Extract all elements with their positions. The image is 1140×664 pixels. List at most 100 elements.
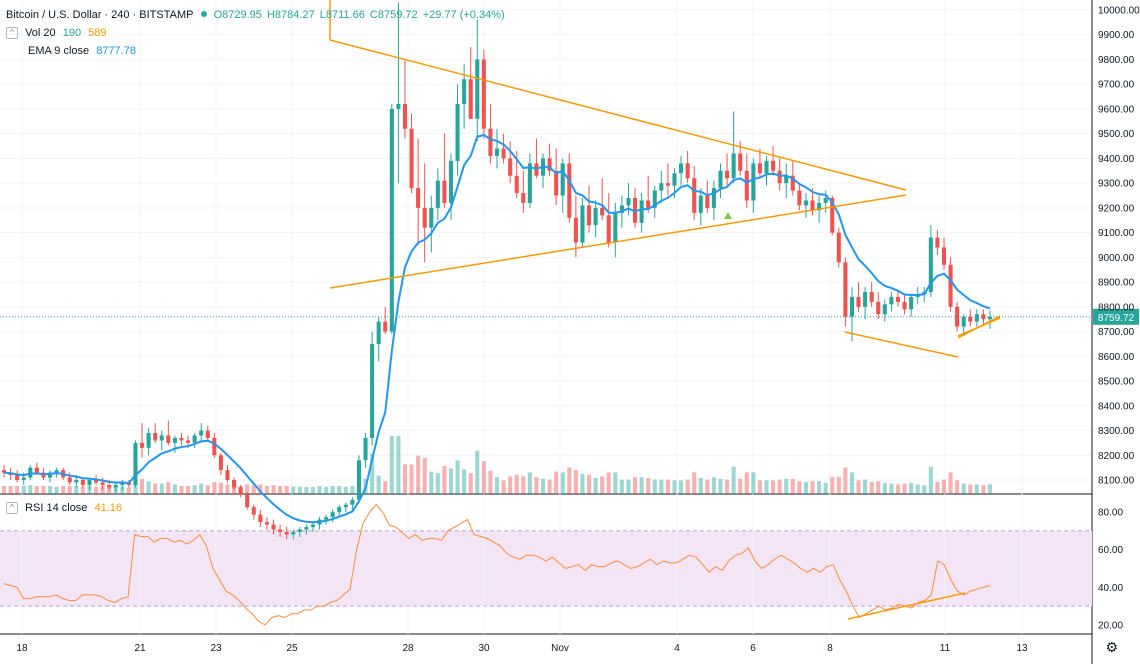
volume-bar xyxy=(396,436,401,494)
candle-body xyxy=(245,494,250,508)
candle-body xyxy=(757,163,762,174)
candle-body xyxy=(468,79,473,119)
trendline[interactable] xyxy=(957,317,1001,337)
candle-body xyxy=(422,207,427,228)
time-axis-label: 11 xyxy=(940,643,951,654)
candle-body xyxy=(284,531,289,535)
candle-body xyxy=(455,104,460,161)
candle-body xyxy=(876,301,881,315)
status-dot-icon xyxy=(200,11,207,17)
time-axis-label: Nov xyxy=(551,643,569,654)
candle-body xyxy=(153,433,158,441)
candle-body xyxy=(442,180,447,203)
candle-body xyxy=(212,437,217,456)
candle-body xyxy=(554,170,559,196)
candle-body xyxy=(356,460,361,500)
volume-bar xyxy=(402,464,408,494)
candle-body xyxy=(718,170,723,189)
candle-body xyxy=(278,529,283,532)
time-axis-label: 23 xyxy=(210,643,222,654)
candle-body xyxy=(902,301,907,310)
volume-bar xyxy=(389,436,394,494)
volume-legend[interactable]: ^ Vol 20 190 589 xyxy=(6,26,111,40)
candle-body xyxy=(725,170,730,179)
price-axis-label: 8600.00 xyxy=(1098,352,1135,363)
candle-body xyxy=(731,153,736,179)
volume-bar xyxy=(889,483,894,494)
candle-body xyxy=(218,455,223,471)
candle-body xyxy=(619,205,624,213)
ema-value: 8777.78 xyxy=(96,45,136,57)
volume-bar xyxy=(514,474,519,494)
candle-body xyxy=(527,163,532,203)
volume-bar xyxy=(987,484,993,494)
volume-bar xyxy=(626,479,631,494)
candle-body xyxy=(15,475,20,480)
candle-body xyxy=(199,430,204,436)
time-axis-label: 30 xyxy=(478,643,490,654)
trendline[interactable] xyxy=(329,194,907,289)
volume-bar xyxy=(679,480,684,494)
trendline[interactable] xyxy=(329,39,907,191)
volume-bar xyxy=(21,486,26,494)
candle-body xyxy=(948,264,953,307)
volume-bar xyxy=(941,479,947,494)
candle-body xyxy=(521,193,526,203)
candle-body xyxy=(258,514,263,523)
volume-bar xyxy=(705,479,710,494)
candle-body xyxy=(803,200,808,206)
volume-bar xyxy=(186,486,191,494)
trendline[interactable] xyxy=(844,331,959,358)
eye-icon[interactable]: ^ xyxy=(6,27,18,40)
candle-body xyxy=(777,170,782,184)
candle-body xyxy=(28,467,33,478)
rsi-trendline[interactable] xyxy=(847,592,966,620)
candle-body xyxy=(705,195,710,208)
chart-header: Bitcoin / U.S. Dollar · 240 · BITSTAMP O… xyxy=(6,8,509,22)
candle-body xyxy=(567,163,572,218)
rsi-band xyxy=(0,530,1092,607)
candle-body xyxy=(343,504,348,508)
volume-bar xyxy=(120,486,125,494)
candle-body xyxy=(987,316,993,320)
rsi-axis-label: 80.00 xyxy=(1098,508,1123,519)
price-axis-label: 9600.00 xyxy=(1098,104,1135,115)
volume-bar xyxy=(34,486,39,494)
price-axis-label: 8200.00 xyxy=(1098,451,1135,462)
volume-bar xyxy=(462,469,467,494)
candle-body xyxy=(304,527,309,530)
time-axis-label: 13 xyxy=(1016,643,1028,654)
volume-bar xyxy=(909,482,914,494)
volume-bar xyxy=(429,471,434,494)
volume-bar xyxy=(251,485,256,494)
eye-icon[interactable]: ^ xyxy=(6,502,18,515)
settings-gear-icon[interactable]: ⚙ xyxy=(1105,639,1118,655)
candle-body xyxy=(889,296,894,305)
price-axis-label: 9200.00 xyxy=(1098,203,1135,214)
candle-body xyxy=(47,472,53,478)
candle-body xyxy=(606,215,611,243)
volume-bar xyxy=(593,478,598,494)
volume-bar xyxy=(80,486,85,494)
volume-bar xyxy=(330,486,335,494)
volume-bar xyxy=(731,466,736,494)
volume-bar xyxy=(304,486,309,494)
rsi-legend[interactable]: ^ RSI 14 close 41.16 xyxy=(6,501,126,515)
volume-bar xyxy=(205,485,210,494)
candle-body xyxy=(80,480,85,485)
volume-bar xyxy=(488,470,493,494)
volume-bar xyxy=(665,479,670,494)
volume-bar xyxy=(212,482,217,494)
ema-legend[interactable]: EMA 9 close 8777.78 xyxy=(28,44,140,58)
price-axis-label: 9800.00 xyxy=(1098,55,1135,66)
volume-bar xyxy=(297,486,302,494)
price-axis-label: 8900.00 xyxy=(1098,278,1135,289)
candle-body xyxy=(389,108,394,332)
volume-bar xyxy=(422,458,427,494)
candle-body xyxy=(823,198,828,203)
candle-body xyxy=(744,170,749,201)
candle-body xyxy=(784,175,789,184)
volume-bar xyxy=(547,479,552,494)
candle-body xyxy=(685,163,690,179)
